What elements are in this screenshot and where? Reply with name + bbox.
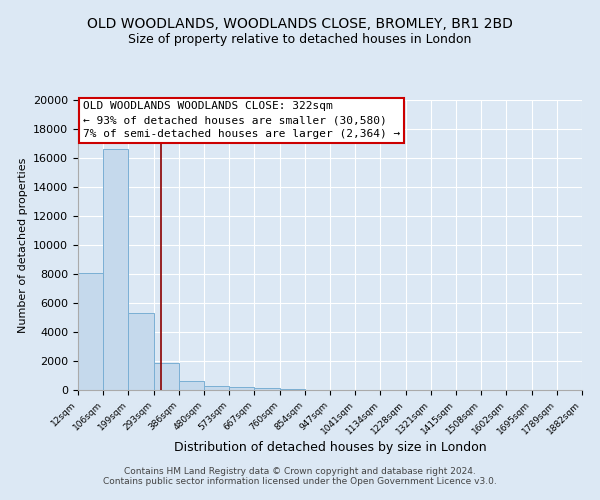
Bar [229,388,254,390]
Bar [103,150,128,390]
Text: Contains HM Land Registry data © Crown copyright and database right 2024.: Contains HM Land Registry data © Crown c… [124,468,476,476]
Bar [280,388,305,390]
Bar [254,388,280,390]
Bar [179,380,204,390]
Bar [78,272,103,390]
Bar [154,363,179,390]
Bar [128,313,154,390]
Text: OLD WOODLANDS WOODLANDS CLOSE: 322sqm
← 93% of detached houses are smaller (30,5: OLD WOODLANDS WOODLANDS CLOSE: 322sqm ← … [83,102,400,140]
Text: Contains public sector information licensed under the Open Government Licence v3: Contains public sector information licen… [103,478,497,486]
X-axis label: Distribution of detached houses by size in London: Distribution of detached houses by size … [173,442,487,454]
Bar [204,386,229,390]
Text: Size of property relative to detached houses in London: Size of property relative to detached ho… [128,32,472,46]
Y-axis label: Number of detached properties: Number of detached properties [17,158,28,332]
Text: OLD WOODLANDS, WOODLANDS CLOSE, BROMLEY, BR1 2BD: OLD WOODLANDS, WOODLANDS CLOSE, BROMLEY,… [87,18,513,32]
